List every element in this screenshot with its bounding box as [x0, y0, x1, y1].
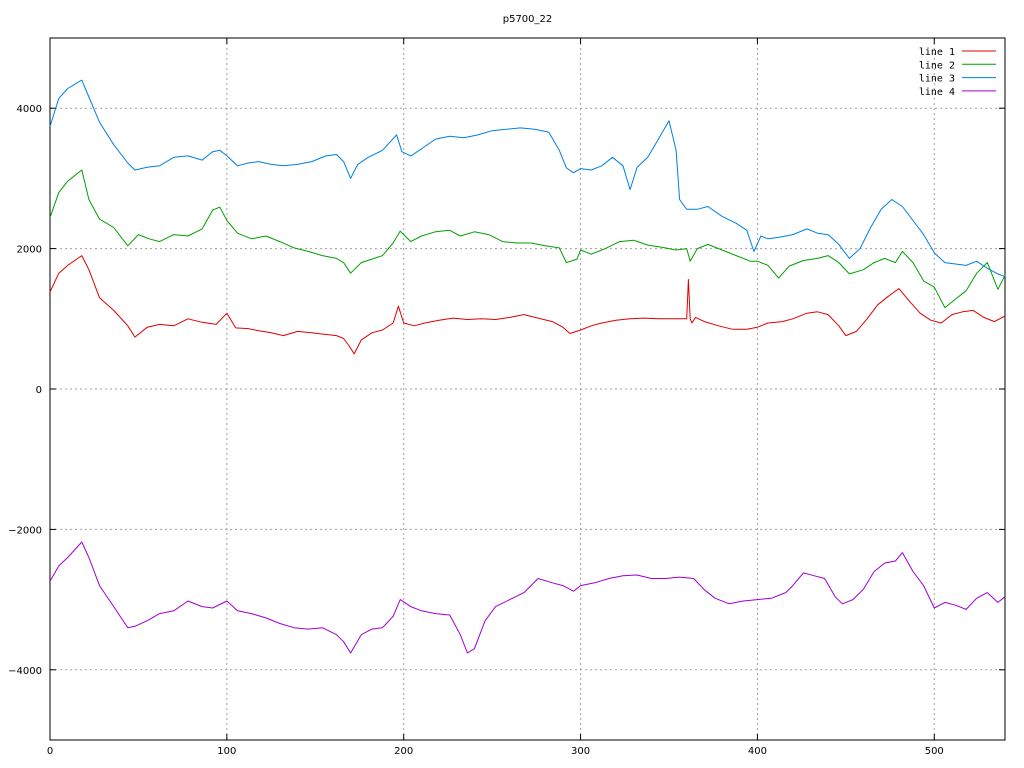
- y-tick-label: −2000: [8, 525, 42, 536]
- chart-title: p5700_22: [503, 14, 553, 25]
- series-lines: [49, 79, 1006, 654]
- series-line: [49, 255, 1006, 355]
- x-tick-label: 200: [394, 746, 413, 757]
- legend-label: line 2: [919, 60, 955, 71]
- y-tick-label: 2000: [17, 245, 42, 256]
- grid-lines: [50, 38, 1005, 740]
- axis-ticks: 0 100 200 300 400 500 −4000 −2000 0 2000 4000: [8, 38, 1005, 757]
- x-tick-label: 300: [571, 746, 590, 757]
- x-tick-label: 0: [47, 746, 53, 757]
- legend-label: line 3: [919, 74, 955, 85]
- legend: line 1 line 2 line 3 line 4: [919, 47, 996, 98]
- legend-label: line 4: [919, 87, 955, 98]
- x-tick-label: 100: [217, 746, 236, 757]
- y-tick-label: 4000: [17, 104, 42, 115]
- legend-label: line 1: [919, 47, 955, 58]
- series-line: [49, 541, 1006, 654]
- y-tick-label: −4000: [8, 666, 42, 677]
- series-line: [49, 169, 1006, 309]
- series-line: [49, 79, 1006, 278]
- x-tick-label: 500: [925, 746, 944, 757]
- y-tick-label: 0: [36, 385, 42, 396]
- x-tick-label: 400: [748, 746, 767, 757]
